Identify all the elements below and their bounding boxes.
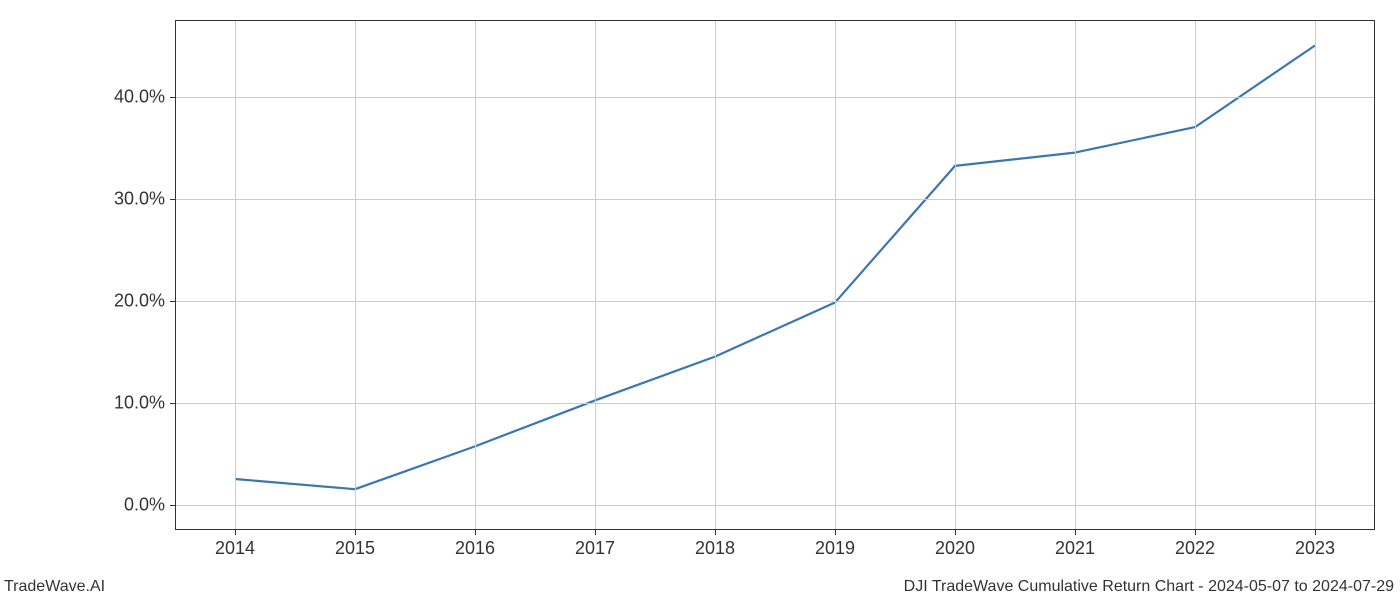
chart-container: 0.0% 10.0% 20.0% 30.0% 40.0% 2014 2015 2016 2017… [0,0,1400,600]
y-tick-label: 40.0% [114,86,165,107]
y-tick-mark [170,505,175,506]
footer-right-label: DJI TradeWave Cumulative Return Chart - … [904,578,1394,596]
grid-line-vertical [355,20,356,530]
x-tick-label: 2019 [815,538,855,559]
x-tick-mark [955,530,956,535]
grid-line-vertical [1315,20,1316,530]
y-tick-mark [170,97,175,98]
x-tick-mark [475,530,476,535]
grid-line-vertical [595,20,596,530]
grid-line-vertical [235,20,236,530]
grid-line-vertical [475,20,476,530]
grid-line-vertical [1075,20,1076,530]
x-tick-mark [1315,530,1316,535]
x-tick-label: 2017 [575,538,615,559]
plot-area: 0.0%10.0%20.0%30.0%40.0%2014201520162017… [175,20,1375,530]
grid-line-vertical [835,20,836,530]
x-tick-mark [355,530,356,535]
y-tick-mark [170,301,175,302]
x-tick-mark [595,530,596,535]
x-tick-mark [235,530,236,535]
x-tick-label: 2022 [1175,538,1215,559]
y-tick-label: 20.0% [114,290,165,311]
y-tick-label: 30.0% [114,188,165,209]
y-tick-label: 10.0% [114,392,165,413]
x-tick-mark [1075,530,1076,535]
x-tick-label: 2014 [215,538,255,559]
x-tick-label: 2015 [335,538,375,559]
x-tick-label: 2021 [1055,538,1095,559]
x-tick-label: 2023 [1295,538,1335,559]
x-tick-label: 2016 [455,538,495,559]
footer-left-label: TradeWave.AI [4,578,105,596]
x-tick-label: 2018 [695,538,735,559]
x-tick-mark [1195,530,1196,535]
x-tick-label: 2020 [935,538,975,559]
grid-line-vertical [955,20,956,530]
y-tick-mark [170,403,175,404]
series-cumulative-return [235,46,1315,490]
grid-line-vertical [715,20,716,530]
x-tick-mark [835,530,836,535]
y-tick-mark [170,199,175,200]
grid-line-vertical [1195,20,1196,530]
y-tick-label: 0.0% [124,494,165,515]
x-tick-mark [715,530,716,535]
